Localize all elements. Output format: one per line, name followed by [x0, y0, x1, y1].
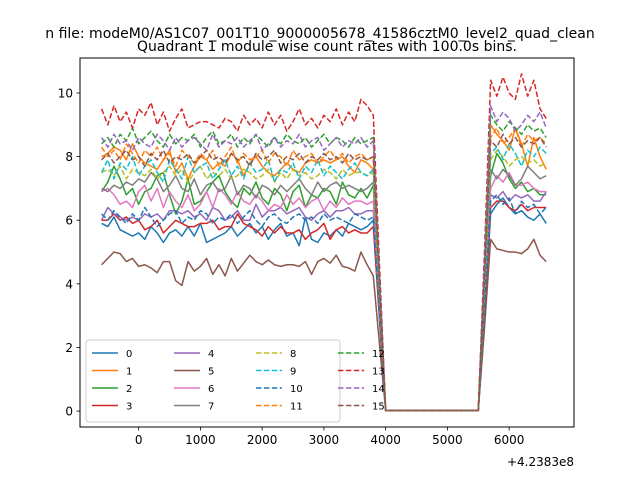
- legend-label-3: 3: [126, 402, 132, 413]
- legend-label-14: 14: [372, 384, 385, 395]
- y-tick-label: 2: [65, 341, 73, 355]
- x-tick-label: 0: [135, 433, 143, 447]
- y-tick-label: 0: [65, 405, 73, 419]
- y-tick-label: 4: [65, 277, 73, 291]
- legend-label-5: 5: [208, 367, 214, 378]
- legend-label-13: 13: [372, 367, 385, 378]
- x-tick-label: 1000: [185, 433, 216, 447]
- series-line-14: [100, 104, 547, 412]
- legend-label-10: 10: [290, 384, 303, 395]
- x-tick-label: 3000: [309, 433, 340, 447]
- legend-label-0: 0: [126, 349, 132, 360]
- legend-label-11: 11: [290, 402, 303, 413]
- y-tick-label: 6: [65, 214, 73, 228]
- axes-frame: [79, 57, 575, 428]
- x-tick-label: 2000: [247, 433, 278, 447]
- series-line-12: [101, 114, 547, 412]
- series-line-15: [101, 133, 547, 412]
- legend-label-8: 8: [290, 349, 296, 360]
- x-offset-label: +4.2383e8: [507, 455, 574, 469]
- legend-label-7: 7: [208, 402, 214, 413]
- legend-box: [85, 339, 341, 423]
- legend-label-2: 2: [126, 384, 132, 395]
- x-tick-label: 4000: [370, 433, 401, 447]
- x-tick-label: 6000: [494, 433, 525, 447]
- y-tick-label: 10: [58, 86, 73, 100]
- plot-area: [100, 73, 547, 412]
- legend-label-6: 6: [208, 384, 214, 395]
- chart-title: Quadrant 1 module wise count rates with …: [137, 39, 517, 55]
- series-line-11: [100, 127, 547, 412]
- x-tick-label: 5000: [432, 433, 463, 447]
- legend-label-9: 9: [290, 367, 296, 378]
- legend-label-1: 1: [126, 367, 132, 378]
- figure-suptitle: n file: modeM0/AS1C07_001T10_9000005678_…: [45, 26, 594, 42]
- legend-label-4: 4: [208, 349, 214, 360]
- legend-label-15: 15: [372, 402, 385, 413]
- legend-label-12: 12: [372, 349, 385, 360]
- y-tick-label: 8: [65, 150, 73, 164]
